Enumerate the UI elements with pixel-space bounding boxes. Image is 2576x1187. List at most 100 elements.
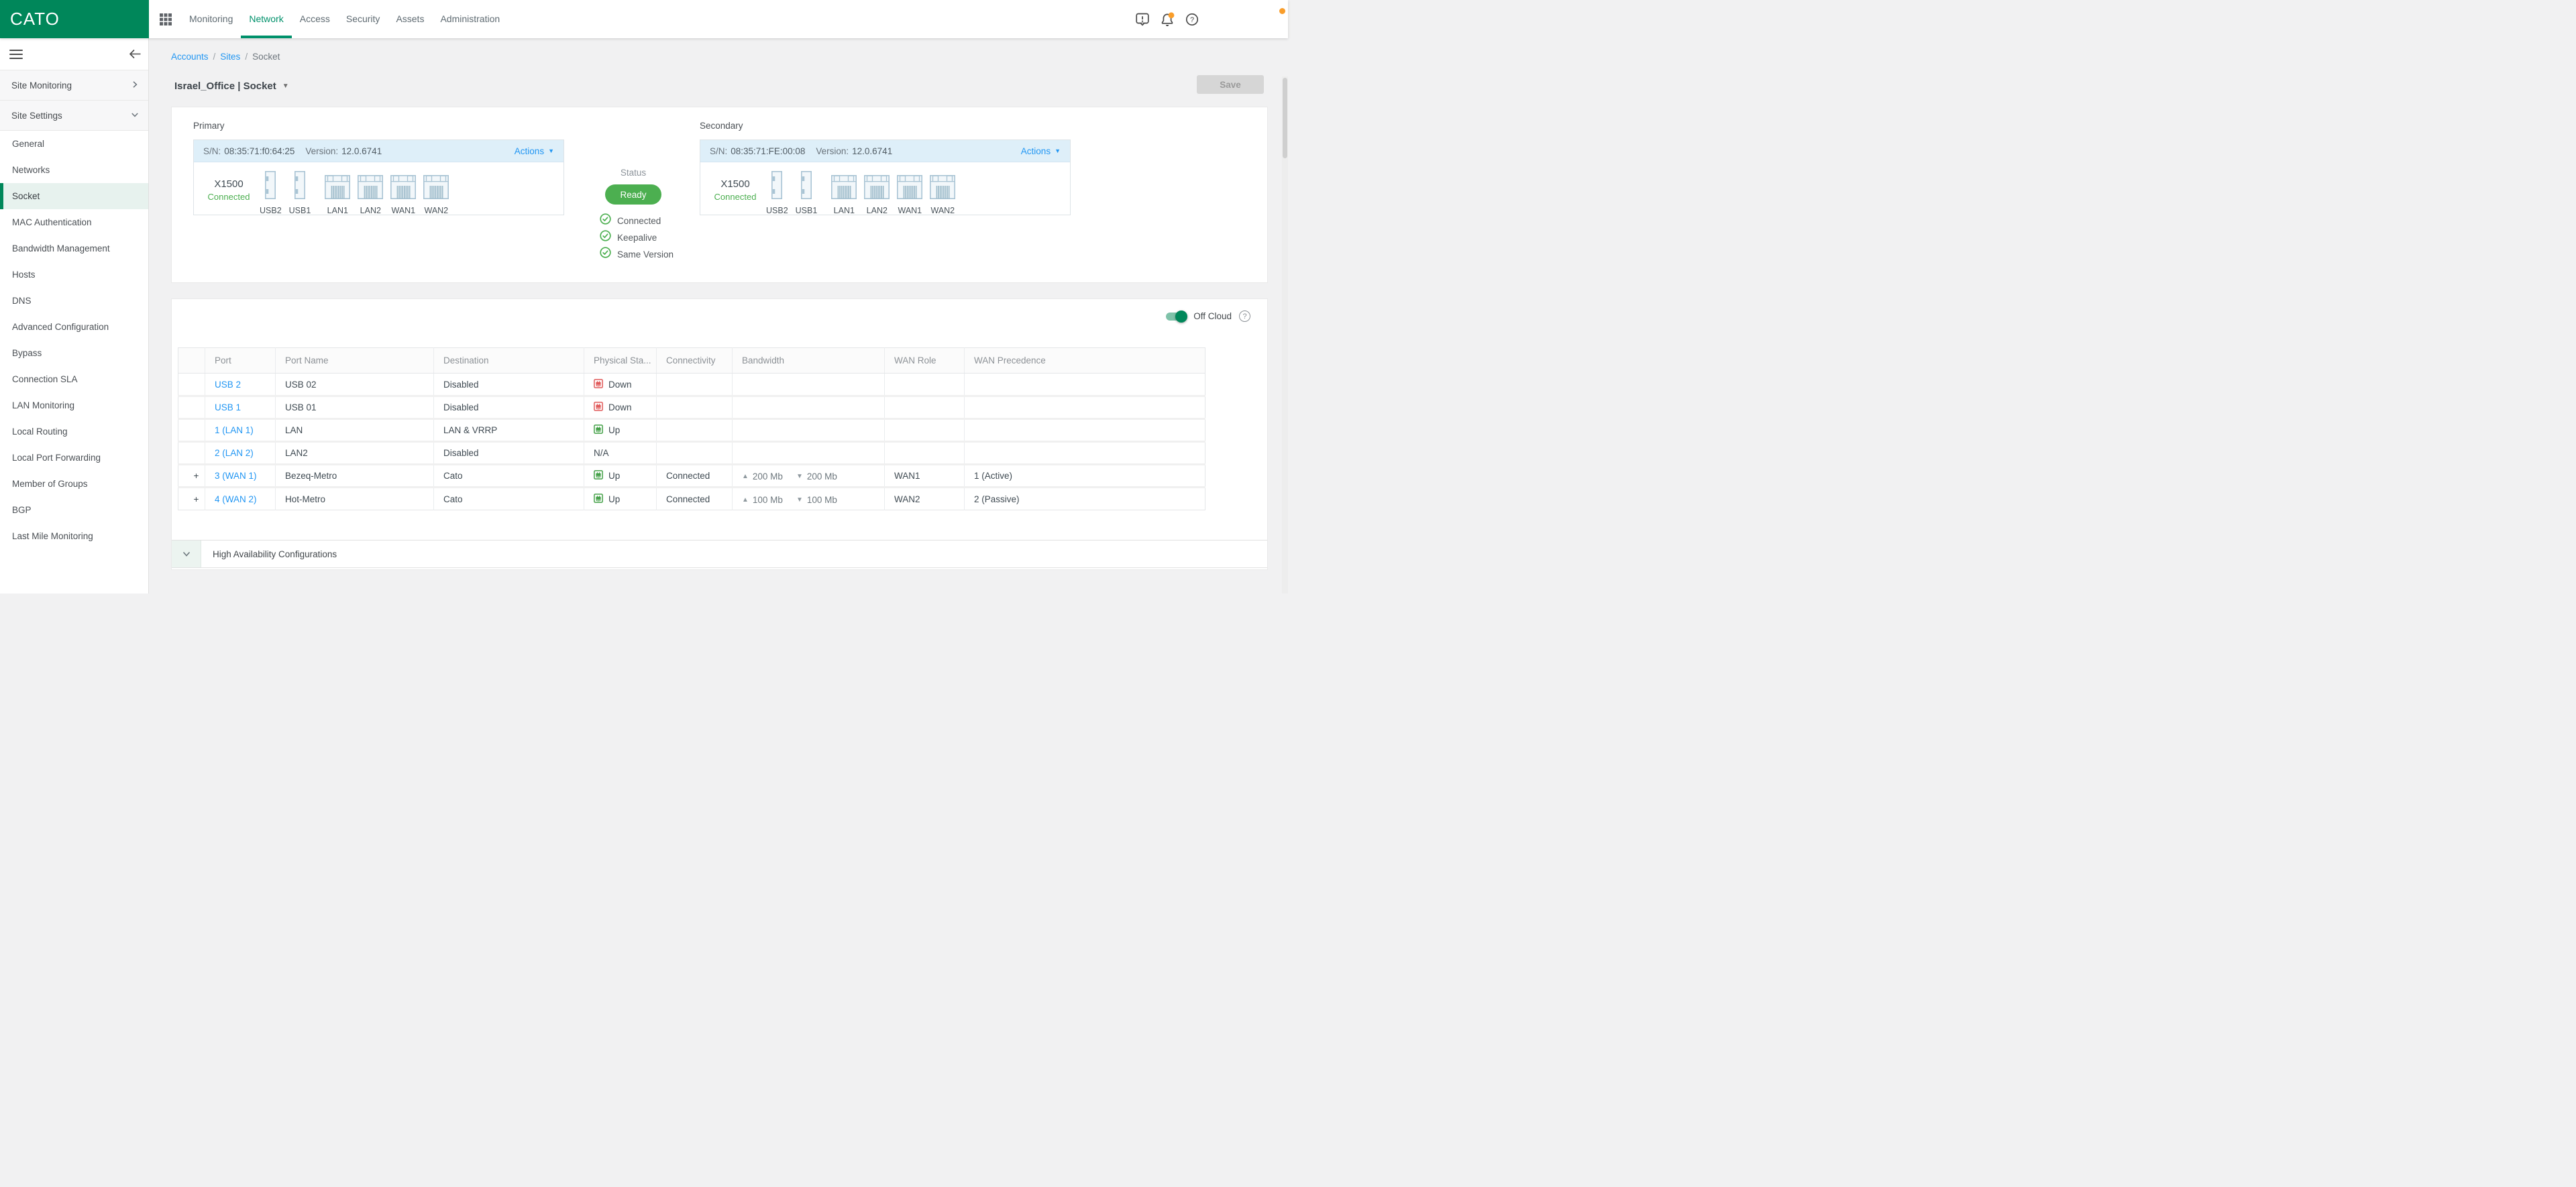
- tab-assets[interactable]: Assets: [396, 13, 425, 24]
- sidebar-item-networks[interactable]: Networks: [0, 157, 148, 183]
- wan-precedence-cell: [964, 396, 1205, 420]
- notifications-bell-icon[interactable]: [1160, 11, 1175, 27]
- vertical-scrollbar[interactable]: [1282, 76, 1288, 594]
- port-label: WAN1: [898, 206, 922, 215]
- port-down-icon: [594, 402, 603, 413]
- port-name-cell: LAN2: [275, 441, 434, 465]
- collapse-back-arrow-icon[interactable]: [129, 49, 142, 59]
- sidebar-item-local-port-forwarding[interactable]: Local Port Forwarding: [0, 445, 148, 471]
- off-cloud-row: Off Cloud ?: [1166, 310, 1250, 323]
- sidebar-group-site-monitoring[interactable]: Site Monitoring: [0, 70, 148, 101]
- port-link[interactable]: USB 2: [215, 379, 241, 390]
- port-cell: 1 (LAN 1): [205, 418, 276, 443]
- sidebar-item-bandwidth-management[interactable]: Bandwidth Management: [0, 235, 148, 262]
- port-label: LAN1: [327, 206, 348, 215]
- site-selector-caret-icon[interactable]: ▼: [282, 82, 289, 90]
- socket-port-usb2: USB2: [260, 171, 282, 215]
- sidebar: Site Monitoring Site Settings General Netw…: [0, 38, 149, 594]
- sidebar-groups: Site Monitoring Site Settings: [0, 70, 148, 131]
- port-label: USB2: [766, 206, 788, 215]
- row-expander: [178, 418, 205, 443]
- help-icon[interactable]: ?: [1185, 12, 1199, 27]
- row-expander: [178, 396, 205, 420]
- ethernet-port-icon: [390, 175, 417, 203]
- actions-dropdown[interactable]: Actions ▼: [514, 146, 554, 156]
- tab-network[interactable]: Network: [241, 0, 292, 38]
- bandwidth-cell: ▲ 200 Mb ▼ 200 Mb: [732, 464, 885, 488]
- primary-socket-card-body: X1500 Connected USB2 USB1 LAN1 LAN2 WAN1 WAN2: [194, 162, 564, 215]
- connectivity-cell: [656, 418, 733, 443]
- actions-dropdown[interactable]: Actions ▼: [1020, 146, 1061, 156]
- apps-grid-icon[interactable]: [158, 12, 173, 27]
- sidebar-item-local-routing[interactable]: Local Routing: [0, 418, 148, 445]
- version-label: Version:: [305, 146, 339, 156]
- wan-precedence-cell: [964, 373, 1205, 397]
- port-link[interactable]: 3 (WAN 1): [215, 471, 257, 481]
- check-circle-icon: [600, 213, 611, 228]
- breadcrumb-link-sites[interactable]: Sites: [220, 52, 241, 62]
- port-up-icon: [594, 470, 603, 482]
- off-cloud-help-icon[interactable]: ?: [1239, 310, 1250, 322]
- port-label: LAN2: [360, 206, 381, 215]
- port-link[interactable]: USB 1: [215, 402, 241, 412]
- tab-access[interactable]: Access: [299, 13, 330, 24]
- ha-chevron-box[interactable]: [172, 541, 201, 567]
- socket-port-wan1: WAN1: [897, 175, 923, 215]
- hamburger-menu-icon[interactable]: [9, 49, 23, 59]
- upload-triangle-icon: ▲: [742, 496, 749, 504]
- port-link[interactable]: 2 (LAN 2): [215, 448, 254, 458]
- sidebar-item-general[interactable]: General: [0, 131, 148, 157]
- download-triangle-icon: ▼: [796, 473, 803, 480]
- table-row: 1 (LAN 1) LAN LAN & VRRP Up: [178, 418, 1205, 443]
- sidebar-item-dns[interactable]: DNS: [0, 288, 148, 314]
- row-expander[interactable]: +: [178, 464, 205, 488]
- port-link[interactable]: 1 (LAN 1): [215, 425, 254, 435]
- check-circle-icon: [600, 230, 611, 245]
- column-header-wan-role: WAN Role: [884, 347, 965, 374]
- tab-monitoring[interactable]: Monitoring: [189, 13, 233, 24]
- port-label: USB1: [288, 206, 311, 215]
- sn-value: 08:35:71:f0:64:25: [224, 146, 295, 156]
- sidebar-item-advanced-configuration[interactable]: Advanced Configuration: [0, 314, 148, 340]
- tab-administration[interactable]: Administration: [440, 13, 500, 24]
- secondary-socket-card: S/N: 08:35:71:FE:00:08 Version: 12.0.674…: [700, 139, 1071, 215]
- svg-text:?: ?: [1190, 16, 1194, 24]
- chevron-down-icon: [131, 111, 139, 121]
- table-row: +4 (WAN 2) Hot-Metro Cato Up Connected ▲ 100 M…: [178, 487, 1205, 510]
- socket-port-usb1: USB1: [289, 171, 311, 215]
- sidebar-item-connection-sla[interactable]: Connection SLA: [0, 366, 148, 392]
- sidebar-item-mac-authentication[interactable]: MAC Authentication: [0, 209, 148, 235]
- wan-role-cell: WAN1: [884, 464, 965, 488]
- breadcrumb-link-accounts[interactable]: Accounts: [171, 52, 209, 62]
- feedback-alert-icon[interactable]: [1135, 12, 1150, 27]
- sidebar-item-hosts[interactable]: Hosts: [0, 262, 148, 288]
- row-expander[interactable]: +: [178, 487, 205, 510]
- sidebar-item-lan-monitoring[interactable]: LAN Monitoring: [0, 392, 148, 418]
- off-cloud-toggle[interactable]: [1166, 310, 1188, 323]
- socket-port-lan2: LAN2: [864, 175, 890, 215]
- scrollbar-thumb[interactable]: [1283, 78, 1287, 158]
- tab-security[interactable]: Security: [345, 13, 380, 24]
- sidebar-header: [0, 38, 148, 70]
- secondary-socket-label: Secondary: [700, 121, 743, 131]
- connectivity-cell: [656, 396, 733, 420]
- sidebar-item-socket[interactable]: Socket: [0, 183, 148, 209]
- port-link[interactable]: 4 (WAN 2): [215, 494, 257, 504]
- ha-configurations-section[interactable]: High Availability Configurations: [172, 540, 1267, 568]
- sidebar-item-last-mile-monitoring[interactable]: Last Mile Monitoring: [0, 523, 148, 549]
- table-row: +3 (WAN 1) Bezeq-Metro Cato Up Connected ▲ 200…: [178, 464, 1205, 488]
- ethernet-port-icon: [325, 175, 351, 203]
- socket-model-box: X1500 Connected: [198, 162, 260, 215]
- sidebar-group-site-settings[interactable]: Site Settings: [0, 101, 148, 131]
- bandwidth-cell: [732, 373, 885, 397]
- save-button[interactable]: Save: [1197, 75, 1264, 94]
- bandwidth-cell: ▲ 100 Mb ▼ 100 Mb: [732, 487, 885, 510]
- port-name-cell: USB 02: [275, 373, 434, 397]
- ports-table-head: Port Port Name Destination Physical Sta... C…: [178, 347, 1205, 374]
- sidebar-item-bgp[interactable]: BGP: [0, 497, 148, 523]
- destination-cell: Disabled: [433, 373, 584, 397]
- sidebar-item-member-of-groups[interactable]: Member of Groups: [0, 471, 148, 497]
- status-checks: Connected Keepalive Same Version: [600, 213, 700, 260]
- top-bar: CATO Monitoring Network Access Security Asse…: [0, 0, 1288, 38]
- sidebar-item-bypass[interactable]: Bypass: [0, 340, 148, 366]
